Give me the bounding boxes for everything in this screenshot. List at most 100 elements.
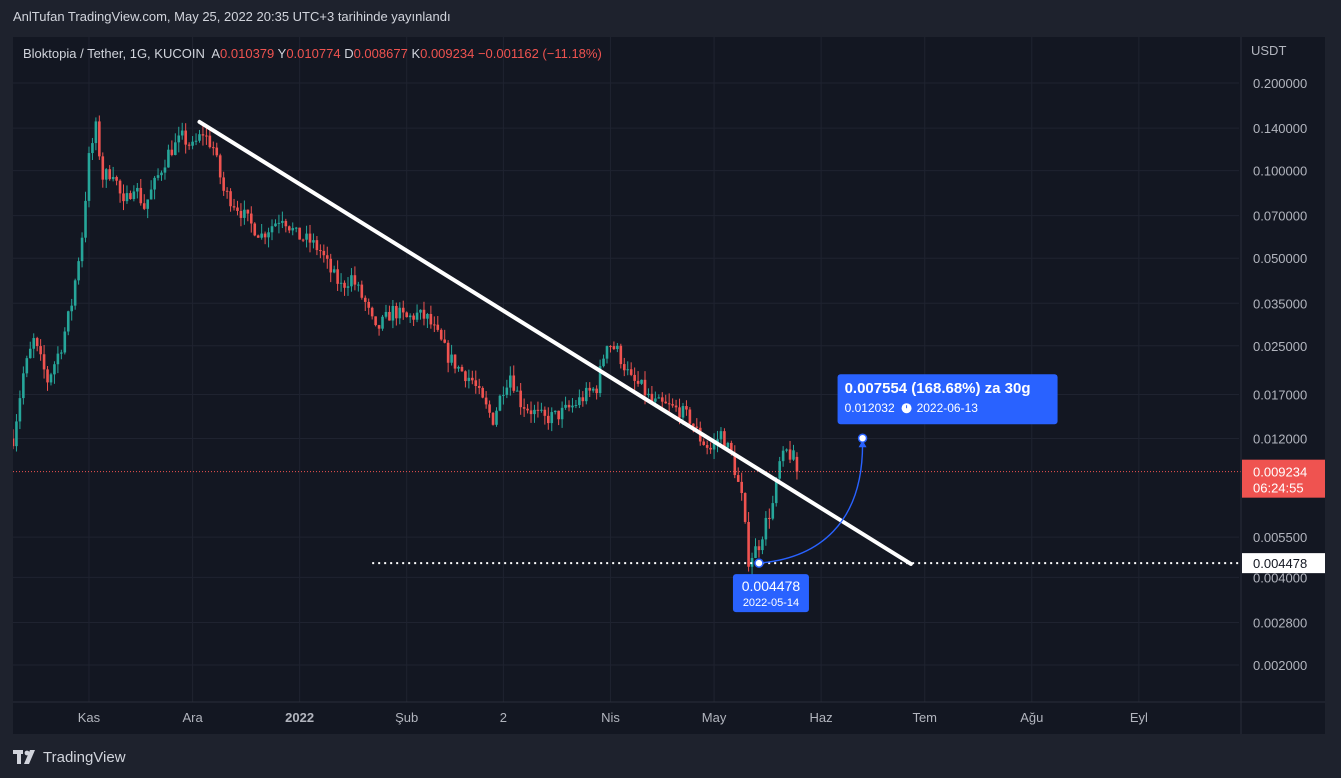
candle-body	[422, 309, 426, 319]
measure-target-date: 2022-06-13	[917, 401, 979, 415]
y-tick-label: 0.140000	[1253, 121, 1307, 136]
y-tick-label: 0.100000	[1253, 164, 1307, 179]
candle-body	[260, 233, 263, 238]
candle-body	[567, 404, 571, 408]
x-tick-label: Haz	[810, 710, 833, 725]
origin-date: 2022-05-14	[743, 597, 799, 609]
candle-body	[63, 331, 67, 353]
candle-body	[681, 406, 685, 418]
origin-info-box	[732, 574, 809, 613]
candle-body	[781, 450, 785, 462]
candle-body	[588, 387, 592, 391]
candle-body	[111, 177, 115, 180]
symbol-legend: Bloktopia / Tether, 1G, KUCOIN A0.010379…	[23, 46, 602, 61]
candle-body	[730, 442, 733, 453]
candle-body	[522, 407, 526, 409]
x-tick-label: Ağu	[1020, 710, 1043, 725]
candle-body	[474, 380, 478, 387]
candle-body	[322, 250, 326, 256]
candle-body	[305, 233, 308, 240]
candle-body	[612, 346, 616, 350]
price-chart[interactable]: 0.200000 0.140000 0.100000 0.070000 0.050000…	[13, 37, 1325, 734]
candle-body	[660, 397, 664, 402]
chart-area[interactable]: 0.200000 0.140000 0.100000 0.070000 0.050000…	[13, 37, 1325, 734]
candle-body	[194, 140, 198, 142]
candle-body	[301, 239, 305, 241]
candle-body	[633, 374, 636, 381]
candle-body	[263, 233, 267, 238]
y-tick-label: 0.002800	[1253, 615, 1307, 630]
candle-body	[584, 387, 588, 402]
candle-body	[53, 364, 56, 375]
candle-body	[91, 143, 94, 154]
candle-body	[405, 312, 409, 318]
tradingview-logo[interactable]: TradingView	[13, 747, 126, 767]
candle-body	[243, 209, 246, 218]
symbol-name: Bloktopia / Tether, 1G, KUCOIN	[23, 46, 205, 61]
y-tick-label: 0.004000	[1253, 570, 1307, 585]
candle-body	[540, 409, 543, 411]
candle-body	[332, 269, 336, 273]
x-tick-label: Ara	[182, 710, 203, 725]
candle-body	[609, 346, 612, 348]
candle-body	[212, 147, 215, 149]
candle-body	[553, 410, 557, 413]
measure-arc	[758, 444, 864, 564]
candle-body	[723, 431, 726, 448]
candle-body	[654, 398, 657, 402]
candle-body	[46, 369, 49, 383]
candle-body	[281, 220, 284, 223]
candle-body	[136, 187, 139, 192]
candle-body	[788, 449, 792, 460]
candle-body	[726, 442, 730, 448]
x-tick-label: 2022	[285, 710, 314, 725]
candle-body	[377, 325, 381, 329]
candle-body	[705, 444, 709, 448]
attribution-text: AnlTufan TradingView.com, May 25, 2022 2…	[13, 9, 451, 24]
drawings[interactable]	[13, 119, 1241, 568]
y-tick-label: 0.025000	[1253, 339, 1307, 354]
candle-body	[32, 338, 36, 349]
candle-body	[142, 203, 146, 209]
candle-body	[391, 305, 395, 321]
candle-body	[122, 193, 125, 202]
candle-body	[73, 280, 77, 306]
candle-body	[315, 240, 319, 251]
candle-body	[768, 517, 771, 519]
candle-body	[640, 379, 643, 384]
candle-body	[529, 410, 533, 415]
candle-body	[87, 153, 91, 201]
candle-body	[408, 315, 412, 318]
candle-body	[657, 397, 661, 399]
candle-body	[267, 232, 270, 238]
candle-body	[446, 342, 450, 363]
candle-body	[774, 478, 778, 504]
candle-body	[388, 311, 391, 321]
candle-body	[546, 415, 550, 424]
candle-body	[25, 358, 29, 374]
support-price-tag	[1242, 553, 1325, 574]
candle-body	[291, 228, 295, 231]
candle-body	[471, 377, 474, 381]
candle-body	[246, 209, 250, 214]
candle-body	[339, 282, 343, 284]
candle-body	[18, 398, 22, 422]
candle-body	[170, 149, 174, 155]
candle-body	[156, 175, 160, 178]
low-value: 0.008677	[353, 46, 408, 61]
candle-body	[560, 407, 564, 420]
candle-body	[595, 388, 598, 394]
candle-body	[795, 456, 799, 472]
candle-body	[502, 394, 505, 396]
candle-body	[536, 409, 540, 411]
candle-body	[77, 261, 80, 281]
candle-body	[667, 403, 671, 405]
candle-body	[629, 369, 633, 375]
candle-body	[460, 366, 464, 372]
candle-body	[22, 373, 25, 399]
candle-body	[80, 237, 84, 262]
low-label: D	[344, 46, 354, 61]
candle-body	[84, 200, 87, 238]
candle-body	[477, 386, 481, 388]
candle-body	[215, 147, 219, 156]
